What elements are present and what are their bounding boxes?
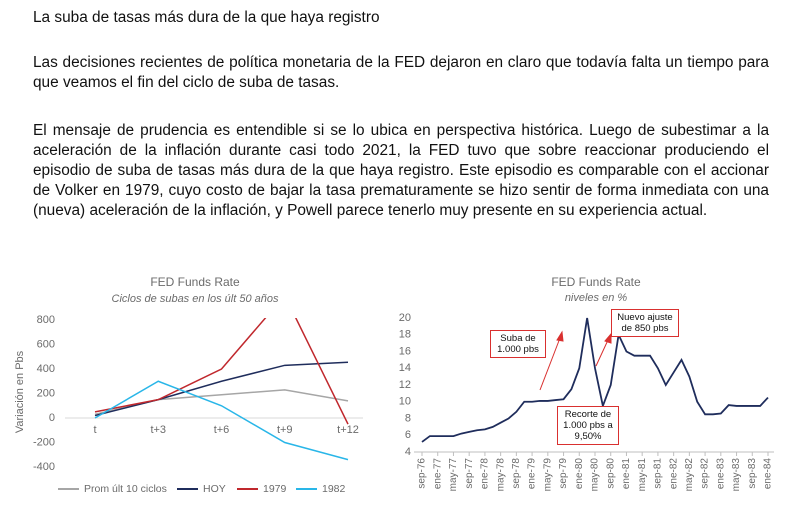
chart-title: FED Funds Rate <box>150 275 240 289</box>
x-tick-label: may-78 <box>495 458 506 492</box>
y-tick-label: 10 <box>399 396 411 408</box>
chart-subtitle: Ciclos de subas en los últ 50 años <box>112 293 279 305</box>
y-tick-label: 600 <box>37 338 55 350</box>
y-tick-label: 4 <box>405 446 411 458</box>
y-tick-label: 400 <box>37 363 55 375</box>
x-tick-label: ene-82 <box>668 458 679 490</box>
x-tick-label: sep-81 <box>653 458 664 489</box>
legend-label: Prom últ 10 ciclos <box>84 483 167 495</box>
line <box>421 317 769 443</box>
y-tick-label: 20 <box>399 312 411 324</box>
annotation-arrows <box>539 330 612 391</box>
x-tick-label: sep-79 <box>558 458 569 489</box>
paragraph: El mensaje de prudencia es entendible si… <box>33 122 769 219</box>
x-tick-label: ene-81 <box>621 458 632 490</box>
annotation: Nuevo ajuste de 850 pbs <box>611 309 679 337</box>
y-tick-label: 12 <box>399 379 411 391</box>
x-tick-label: ene-83 <box>715 458 726 490</box>
x-tick-label: may-80 <box>590 458 601 492</box>
legend-label: 1982 <box>322 483 346 495</box>
y-tick-label: 14 <box>399 362 411 374</box>
x-tick-label: ene-77 <box>432 458 443 490</box>
y-tick-label: 18 <box>399 329 411 341</box>
x-tick-label: sep-83 <box>747 458 758 489</box>
y-tick-label: -400 <box>33 461 55 473</box>
x-tick-label: t+12 <box>337 424 359 436</box>
y-axis-label: Variación en Pbs <box>14 350 26 433</box>
legend-label: HOY <box>203 483 226 495</box>
x-tick-label: may-79 <box>542 458 553 492</box>
x-tick-label: may-83 <box>731 458 742 492</box>
x-tick-label: ene-78 <box>480 458 491 490</box>
y-tick-label: 16 <box>399 345 411 357</box>
x-tick-label: t+3 <box>150 424 166 436</box>
x-tick-label: t+6 <box>214 424 230 436</box>
line <box>94 389 349 416</box>
heading: La suba de tasas más dura de la que haya… <box>33 9 380 26</box>
x-tick-label: may-77 <box>448 458 459 492</box>
y-tick-label: 200 <box>37 387 55 399</box>
legend-label: 1979 <box>263 483 287 495</box>
line <box>94 361 349 417</box>
line <box>94 318 349 425</box>
annotation: Recorte de 1.000 pbs a 9,50% <box>557 406 619 445</box>
line <box>94 380 349 461</box>
x-tick-label: may-82 <box>684 458 695 492</box>
x-tick-label: sep-77 <box>464 458 475 489</box>
y-tick-label: 8 <box>405 412 411 424</box>
x-tick-label: t <box>93 424 96 436</box>
x-tick-label: ene-80 <box>574 458 585 490</box>
x-tick-label: t+9 <box>277 424 293 436</box>
chart-title: FED Funds Rate <box>551 275 641 289</box>
y-tick-label: 0 <box>49 412 55 424</box>
chart-subtitle: niveles en % <box>565 292 628 304</box>
annotation: Suba de 1.000 pbs <box>490 330 546 358</box>
x-tick-label: may-81 <box>637 458 648 492</box>
x-tick-label: ene-84 <box>763 458 774 490</box>
x-tick-label: sep-76 <box>417 458 428 489</box>
x-tick-label: sep-82 <box>700 458 711 489</box>
x-tick-label: sep-80 <box>605 458 616 489</box>
y-tick-label: -200 <box>33 436 55 448</box>
x-tick-label: ene-79 <box>527 458 538 490</box>
paragraph: Las decisiones recientes de política mon… <box>33 54 769 91</box>
y-tick-label: 800 <box>37 314 55 326</box>
y-tick-label: 6 <box>405 429 411 441</box>
x-tick-label: sep-78 <box>511 458 522 489</box>
